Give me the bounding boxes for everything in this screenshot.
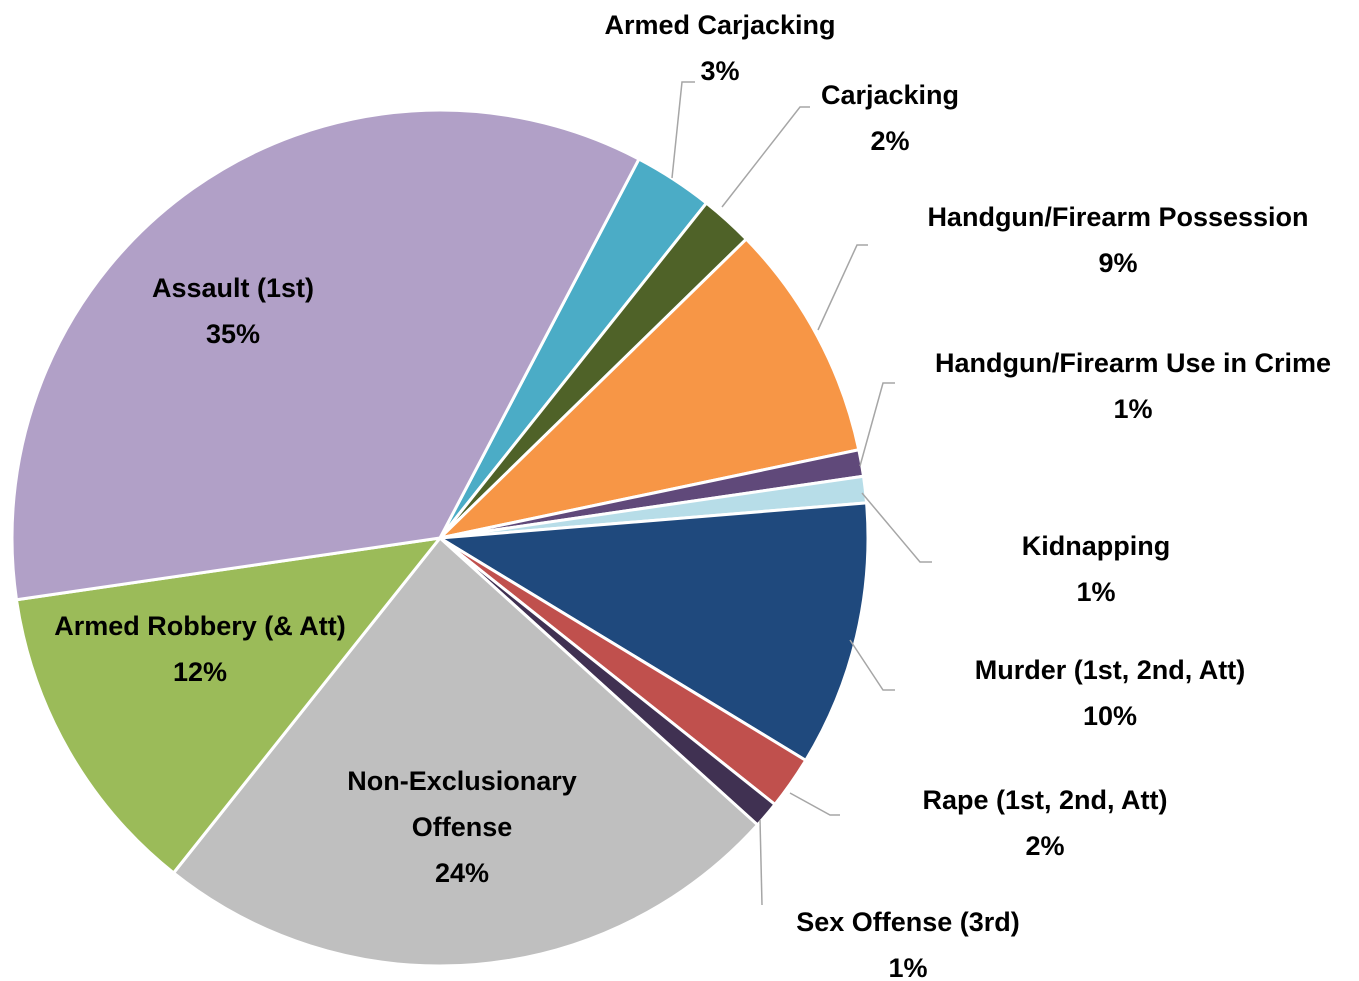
value-label: 2% [870, 126, 910, 156]
leader-line [861, 492, 932, 563]
slice-label: Carjacking 2% [740, 72, 1040, 164]
pie-slice [435, 236, 861, 541]
category-label: Sex Offense (3rd) [796, 907, 1020, 937]
category-label: Armed Robbery (& Att) [54, 611, 346, 641]
value-label: 1% [1113, 394, 1153, 424]
category-label: Murder (1st, 2nd, Att) [974, 655, 1246, 685]
slice-label: Non-Exclusionary Offense 24% [312, 758, 612, 896]
slice-label: Murder (1st, 2nd, Att) 10% [910, 647, 1310, 739]
pie-slice [171, 535, 760, 968]
pie-slice [10, 108, 641, 602]
category-label: Non-Exclusionary Offense [347, 766, 577, 842]
slice-label: Rape (1st, 2nd, Att) 2% [845, 777, 1245, 869]
value-label: 1% [888, 953, 928, 981]
slice-label: Assault (1st) 35% [83, 265, 383, 357]
leader-line [759, 819, 763, 906]
value-label: 2% [1025, 831, 1065, 861]
leader-line [671, 81, 695, 179]
value-label: 10% [1082, 701, 1138, 731]
category-label: Handgun/Firearm Possession [927, 202, 1309, 232]
category-label: Handgun/Firearm Use in Crime [934, 348, 1332, 378]
slice-label: Armed Robbery (& Att) 12% [45, 603, 355, 695]
category-label: Kidnapping [1021, 531, 1171, 561]
pie-slice [435, 501, 870, 763]
leader-line [859, 382, 895, 467]
category-label: Assault (1st) [151, 273, 315, 303]
leader-line [849, 639, 895, 691]
pie-slice [14, 535, 444, 876]
value-label: 35% [205, 319, 261, 349]
value-label: 9% [1098, 248, 1138, 278]
category-label: Armed Carjacking [604, 10, 836, 40]
value-label: 12% [172, 657, 228, 687]
leader-line [817, 244, 868, 331]
slice-label: Handgun/Firearm Possession 9% [878, 194, 1358, 286]
slice-label: Armed Carjacking 3% [520, 2, 920, 94]
leader-line [721, 106, 810, 208]
slice-label: Kidnapping 1% [946, 523, 1246, 615]
leader-line [789, 792, 840, 816]
value-label: 3% [700, 56, 740, 86]
slice-label: Sex Offense (3rd) 1% [708, 899, 1108, 981]
category-label: Carjacking [820, 80, 960, 110]
slice-label: Handgun/Firearm Use in Crime 1% [933, 340, 1333, 432]
value-label: 1% [1076, 577, 1116, 607]
value-label: 24% [434, 858, 490, 888]
category-label: Rape (1st, 2nd, Att) [922, 785, 1168, 815]
